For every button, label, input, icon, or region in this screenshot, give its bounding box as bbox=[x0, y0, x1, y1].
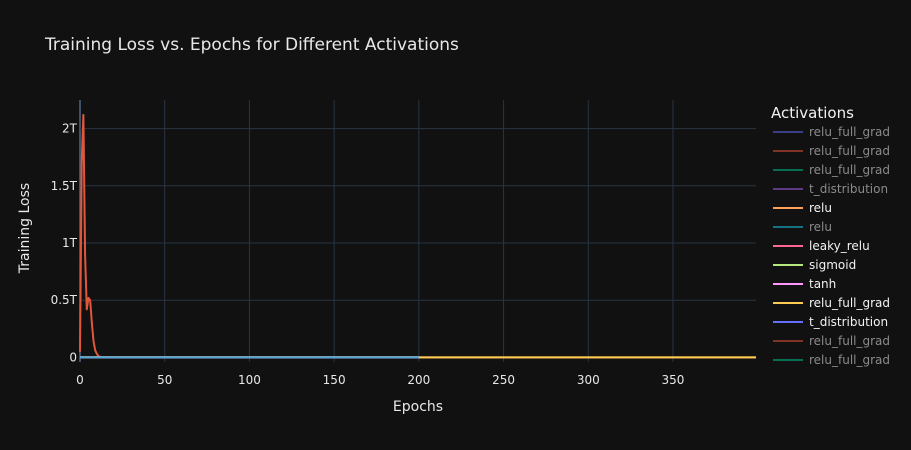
x-tick-label: 300 bbox=[577, 373, 600, 387]
y-tick-label: 0.5T bbox=[51, 293, 78, 307]
y-tick-label: 2T bbox=[62, 122, 78, 136]
legend-label: sigmoid bbox=[809, 258, 856, 272]
legend-label: t_distribution bbox=[809, 315, 888, 329]
legend-label: relu bbox=[809, 220, 832, 234]
y-tick-label: 0 bbox=[69, 350, 77, 364]
legend-item-leaky-relu[interactable]: leaky_relu bbox=[773, 239, 870, 253]
legend-item-relu-full-grad[interactable]: relu_full_grad bbox=[773, 144, 890, 158]
legend-item-tanh[interactable]: tanh bbox=[773, 277, 836, 291]
y-axis-label: Training Loss bbox=[17, 183, 33, 274]
y-tick-label: 1T bbox=[62, 236, 78, 250]
y-tick-label: 1.5T bbox=[51, 179, 78, 193]
x-tick-label: 100 bbox=[238, 373, 261, 387]
legend-label: leaky_relu bbox=[809, 239, 870, 253]
legend-label: relu_full_grad bbox=[809, 125, 890, 139]
legend-item-relu-full-grad[interactable]: relu_full_grad bbox=[773, 125, 890, 139]
legend-title: Activations bbox=[771, 104, 854, 122]
legend-label: tanh bbox=[809, 277, 836, 291]
legend-label: relu_full_grad bbox=[809, 334, 890, 348]
x-axis-label: Epochs bbox=[393, 399, 443, 415]
legend-item-relu[interactable]: relu bbox=[773, 220, 832, 234]
legend-label: relu_full_grad bbox=[809, 163, 890, 177]
legend-label: t_distribution bbox=[809, 182, 888, 196]
legend-item-t-distribution[interactable]: t_distribution bbox=[773, 182, 888, 196]
chart-title: Training Loss vs. Epochs for Different A… bbox=[44, 35, 459, 55]
legend-label: relu bbox=[809, 201, 832, 215]
grid-layer bbox=[80, 100, 756, 362]
x-axis-ticks: 0 50 100 150 200 250 300 350 bbox=[76, 373, 684, 387]
legend-item-relu-full-grad[interactable]: relu_full_grad bbox=[773, 334, 890, 348]
legend-item-relu-full-grad[interactable]: relu_full_grad bbox=[773, 296, 890, 310]
series-layer bbox=[80, 115, 756, 358]
legend-label: relu_full_grad bbox=[809, 353, 890, 367]
legend-label: relu_full_grad bbox=[809, 144, 890, 158]
legend-item-relu-full-grad[interactable]: relu_full_grad bbox=[773, 163, 890, 177]
legend-label: relu_full_grad bbox=[809, 296, 890, 310]
y-axis-ticks: 0 0.5T 1T 1.5T 2T bbox=[51, 122, 78, 365]
legend-item-t-distribution[interactable]: t_distribution bbox=[773, 315, 888, 329]
legend-item-sigmoid[interactable]: sigmoid bbox=[773, 258, 856, 272]
x-tick-label: 200 bbox=[407, 373, 430, 387]
legend[interactable]: Activations relu_full_grad relu_full_grad… bbox=[771, 104, 890, 367]
legend-item-relu[interactable]: relu bbox=[773, 201, 832, 215]
legend-item-relu-full-grad[interactable]: relu_full_grad bbox=[773, 353, 890, 367]
x-tick-label: 0 bbox=[76, 373, 84, 387]
x-tick-label: 250 bbox=[492, 373, 515, 387]
x-tick-label: 150 bbox=[323, 373, 346, 387]
x-tick-label: 50 bbox=[157, 373, 172, 387]
x-tick-label: 350 bbox=[662, 373, 685, 387]
